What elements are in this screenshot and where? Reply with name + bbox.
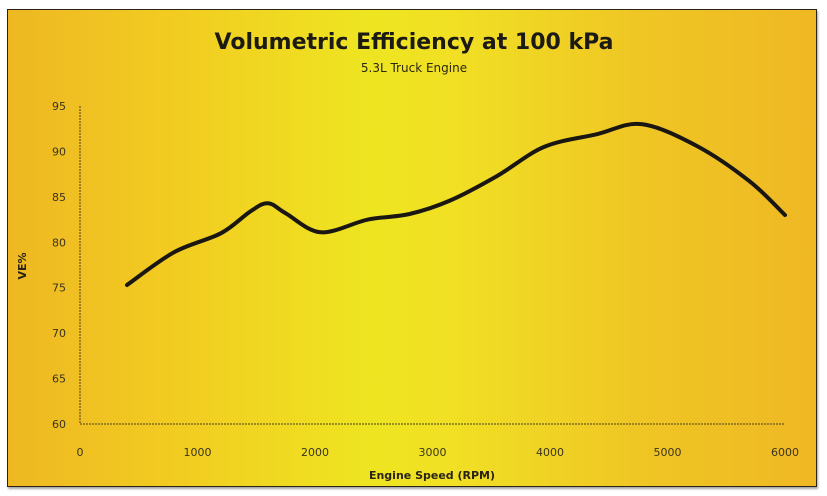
x-tick-label: 6000 <box>771 446 799 459</box>
chart-subtitle: 5.3L Truck Engine <box>361 61 467 75</box>
x-tick-label: 3000 <box>419 446 447 459</box>
x-axis-label: Engine Speed (RPM) <box>369 469 495 482</box>
y-tick-label: 90 <box>52 145 66 158</box>
x-tick-label: 0 <box>77 446 84 459</box>
x-tick-label: 1000 <box>184 446 212 459</box>
chart-title: Volumetric Efficiency at 100 kPa <box>215 30 614 55</box>
y-tick-label: 80 <box>52 236 66 249</box>
series-line-ve <box>125 121 787 287</box>
chart-frame <box>7 9 817 487</box>
y-axis: 60 65 70 75 80 85 90 95 <box>52 100 81 431</box>
x-axis: 0 1000 2000 3000 4000 5000 6000 <box>77 423 799 459</box>
y-tick-label: 70 <box>52 327 66 340</box>
y-tick-label: 95 <box>52 100 66 113</box>
y-tick-label: 85 <box>52 191 66 204</box>
x-tick-label: 5000 <box>654 446 682 459</box>
series-group <box>125 121 787 287</box>
x-tick-label: 4000 <box>536 446 564 459</box>
y-tick-label: 60 <box>52 418 66 431</box>
x-tick-label: 2000 <box>301 446 329 459</box>
y-tick-label: 75 <box>52 282 66 295</box>
y-axis-label: VE% <box>16 252 29 279</box>
y-tick-label: 65 <box>52 373 66 386</box>
